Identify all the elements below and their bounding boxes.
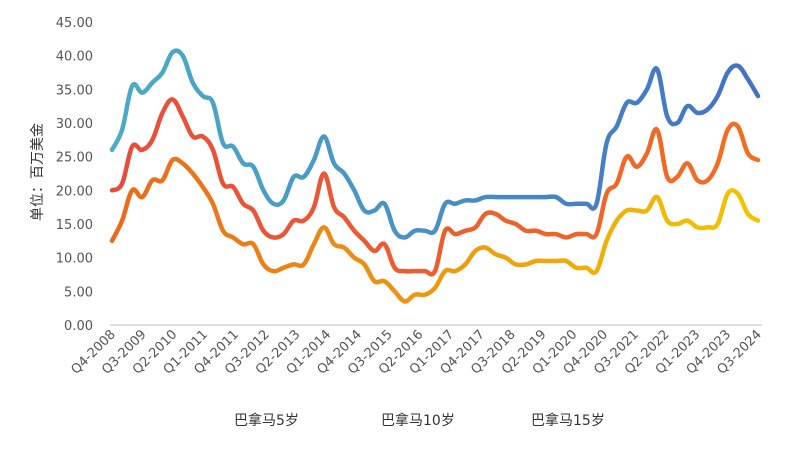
legend-label: 巴拿马5岁 [234, 412, 299, 429]
legend: 巴拿马5岁 巴拿马10岁 巴拿马15岁 [184, 412, 605, 429]
legend-label: 巴拿马15岁 [531, 412, 605, 429]
y-tick-label: 35.00 [56, 83, 93, 98]
y-tick-label: 15.00 [56, 218, 93, 233]
y-tick-label: 30.00 [56, 117, 93, 132]
series-line-10yr [109, 97, 761, 277]
y-tick-label: 40.00 [56, 50, 93, 65]
x-axis-tick-labels: Q4-2008Q3-2009Q2-2010Q1-2011Q4-2011Q3-20… [68, 327, 764, 377]
y-tick-label: 20.00 [56, 184, 93, 199]
series-line-15yr [109, 156, 761, 304]
y-tick-label: 5.00 [64, 285, 93, 300]
y-tick-label: 45.00 [56, 16, 93, 31]
y-axis-tick-labels: 0.00 5.00 10.00 15.00 20.00 25.00 30.00 35.00 40… [56, 16, 93, 334]
y-axis-title: 单位：百万美金 [30, 123, 46, 221]
series-line-5yr [109, 48, 761, 240]
y-tick-label: 0.00 [64, 319, 93, 334]
y-tick-label: 25.00 [56, 151, 93, 166]
series-lines [109, 48, 761, 304]
legend-label: 巴拿马10岁 [381, 412, 455, 429]
y-tick-label: 10.00 [56, 252, 93, 267]
